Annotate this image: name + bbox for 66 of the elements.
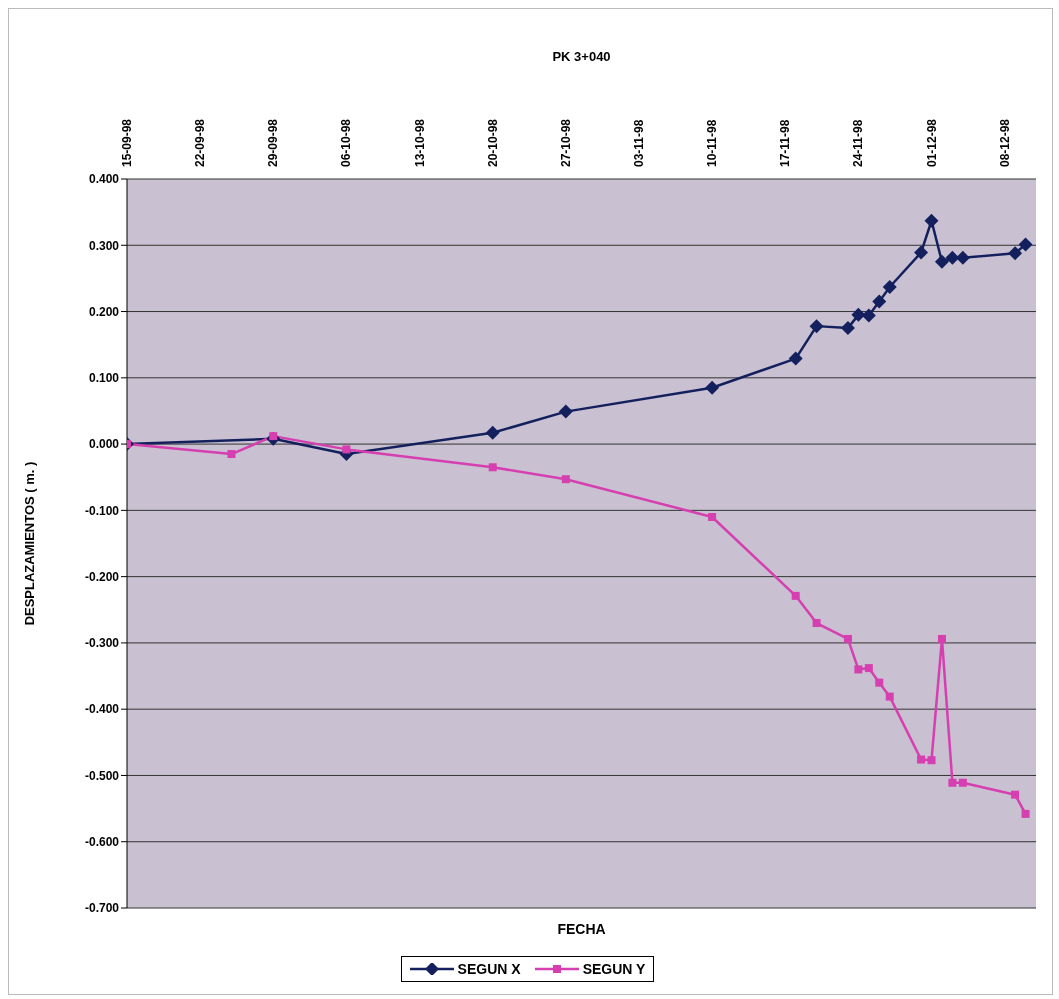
- point: [809, 319, 824, 334]
- y-tick-label: 0.400: [88, 172, 120, 187]
- point: [937, 634, 946, 643]
- x-tick-label: 20-10-98: [485, 118, 500, 167]
- point: [861, 308, 876, 323]
- x-tick-label: 15-09-98: [120, 118, 134, 167]
- chart-title: PK 3+040: [551, 49, 612, 64]
- point: [958, 778, 967, 787]
- point: [708, 512, 717, 521]
- point: [1018, 237, 1033, 252]
- point: [955, 250, 970, 265]
- x-axis-title: FECHA: [556, 921, 607, 937]
- y-tick-label: 0.100: [88, 371, 120, 386]
- y-tick-label: -0.300: [84, 636, 120, 651]
- x-tick-label: 29-09-98: [266, 118, 281, 167]
- x-tick-label: 27-10-98: [558, 118, 573, 167]
- point: [788, 351, 803, 366]
- x-tick-label: 10-11-98: [705, 119, 720, 167]
- y-axis-title: DESPLAZAMIENTOS ( m. ): [21, 461, 37, 626]
- point: [917, 755, 926, 764]
- x-tick-label: 17-11-98: [778, 119, 793, 167]
- point: [791, 591, 800, 600]
- point: [485, 425, 500, 440]
- point: [914, 245, 929, 260]
- point: [948, 778, 957, 787]
- point: [851, 307, 866, 322]
- point: [872, 294, 887, 309]
- point: [924, 213, 939, 228]
- point: [1008, 246, 1023, 261]
- point: [1021, 809, 1030, 818]
- point: [488, 463, 497, 472]
- point: [934, 254, 949, 269]
- legend-label: SEGUN Y: [581, 961, 646, 977]
- point: [840, 321, 855, 336]
- y-tick-label: -0.500: [84, 768, 120, 783]
- y-tick-label: -0.400: [84, 702, 120, 717]
- x-tick-label: 03-11-98: [631, 119, 646, 167]
- point: [875, 678, 884, 687]
- x-tick-label: 08-12-98: [997, 118, 1012, 167]
- point: [864, 664, 873, 673]
- point: [885, 692, 894, 701]
- point: [812, 619, 821, 628]
- point: [705, 380, 720, 395]
- y-tick-label: 0.000: [88, 437, 120, 452]
- point: [227, 450, 236, 459]
- legend-label: SEGUN X: [456, 961, 521, 977]
- y-tick-label: -0.100: [84, 503, 120, 518]
- point: [342, 445, 351, 454]
- point: [882, 280, 897, 295]
- y-tick-label: 0.200: [88, 304, 120, 319]
- point: [854, 665, 863, 674]
- y-tick-label: -0.200: [84, 569, 120, 584]
- x-tick-label: 01-12-98: [924, 118, 939, 167]
- point: [561, 475, 570, 484]
- point: [945, 250, 960, 265]
- point: [843, 634, 852, 643]
- y-tick-label: -0.600: [84, 834, 120, 849]
- x-tick-label: 22-09-98: [193, 118, 208, 167]
- point: [927, 756, 936, 765]
- point: [1011, 790, 1020, 799]
- y-tick-label: 0.300: [88, 238, 120, 253]
- y-tick-label: -0.700: [84, 901, 120, 916]
- x-tick-label: 13-10-98: [412, 118, 427, 167]
- point: [558, 404, 573, 419]
- x-tick-label: 06-10-98: [339, 118, 354, 167]
- x-tick-label: 24-11-98: [851, 119, 866, 167]
